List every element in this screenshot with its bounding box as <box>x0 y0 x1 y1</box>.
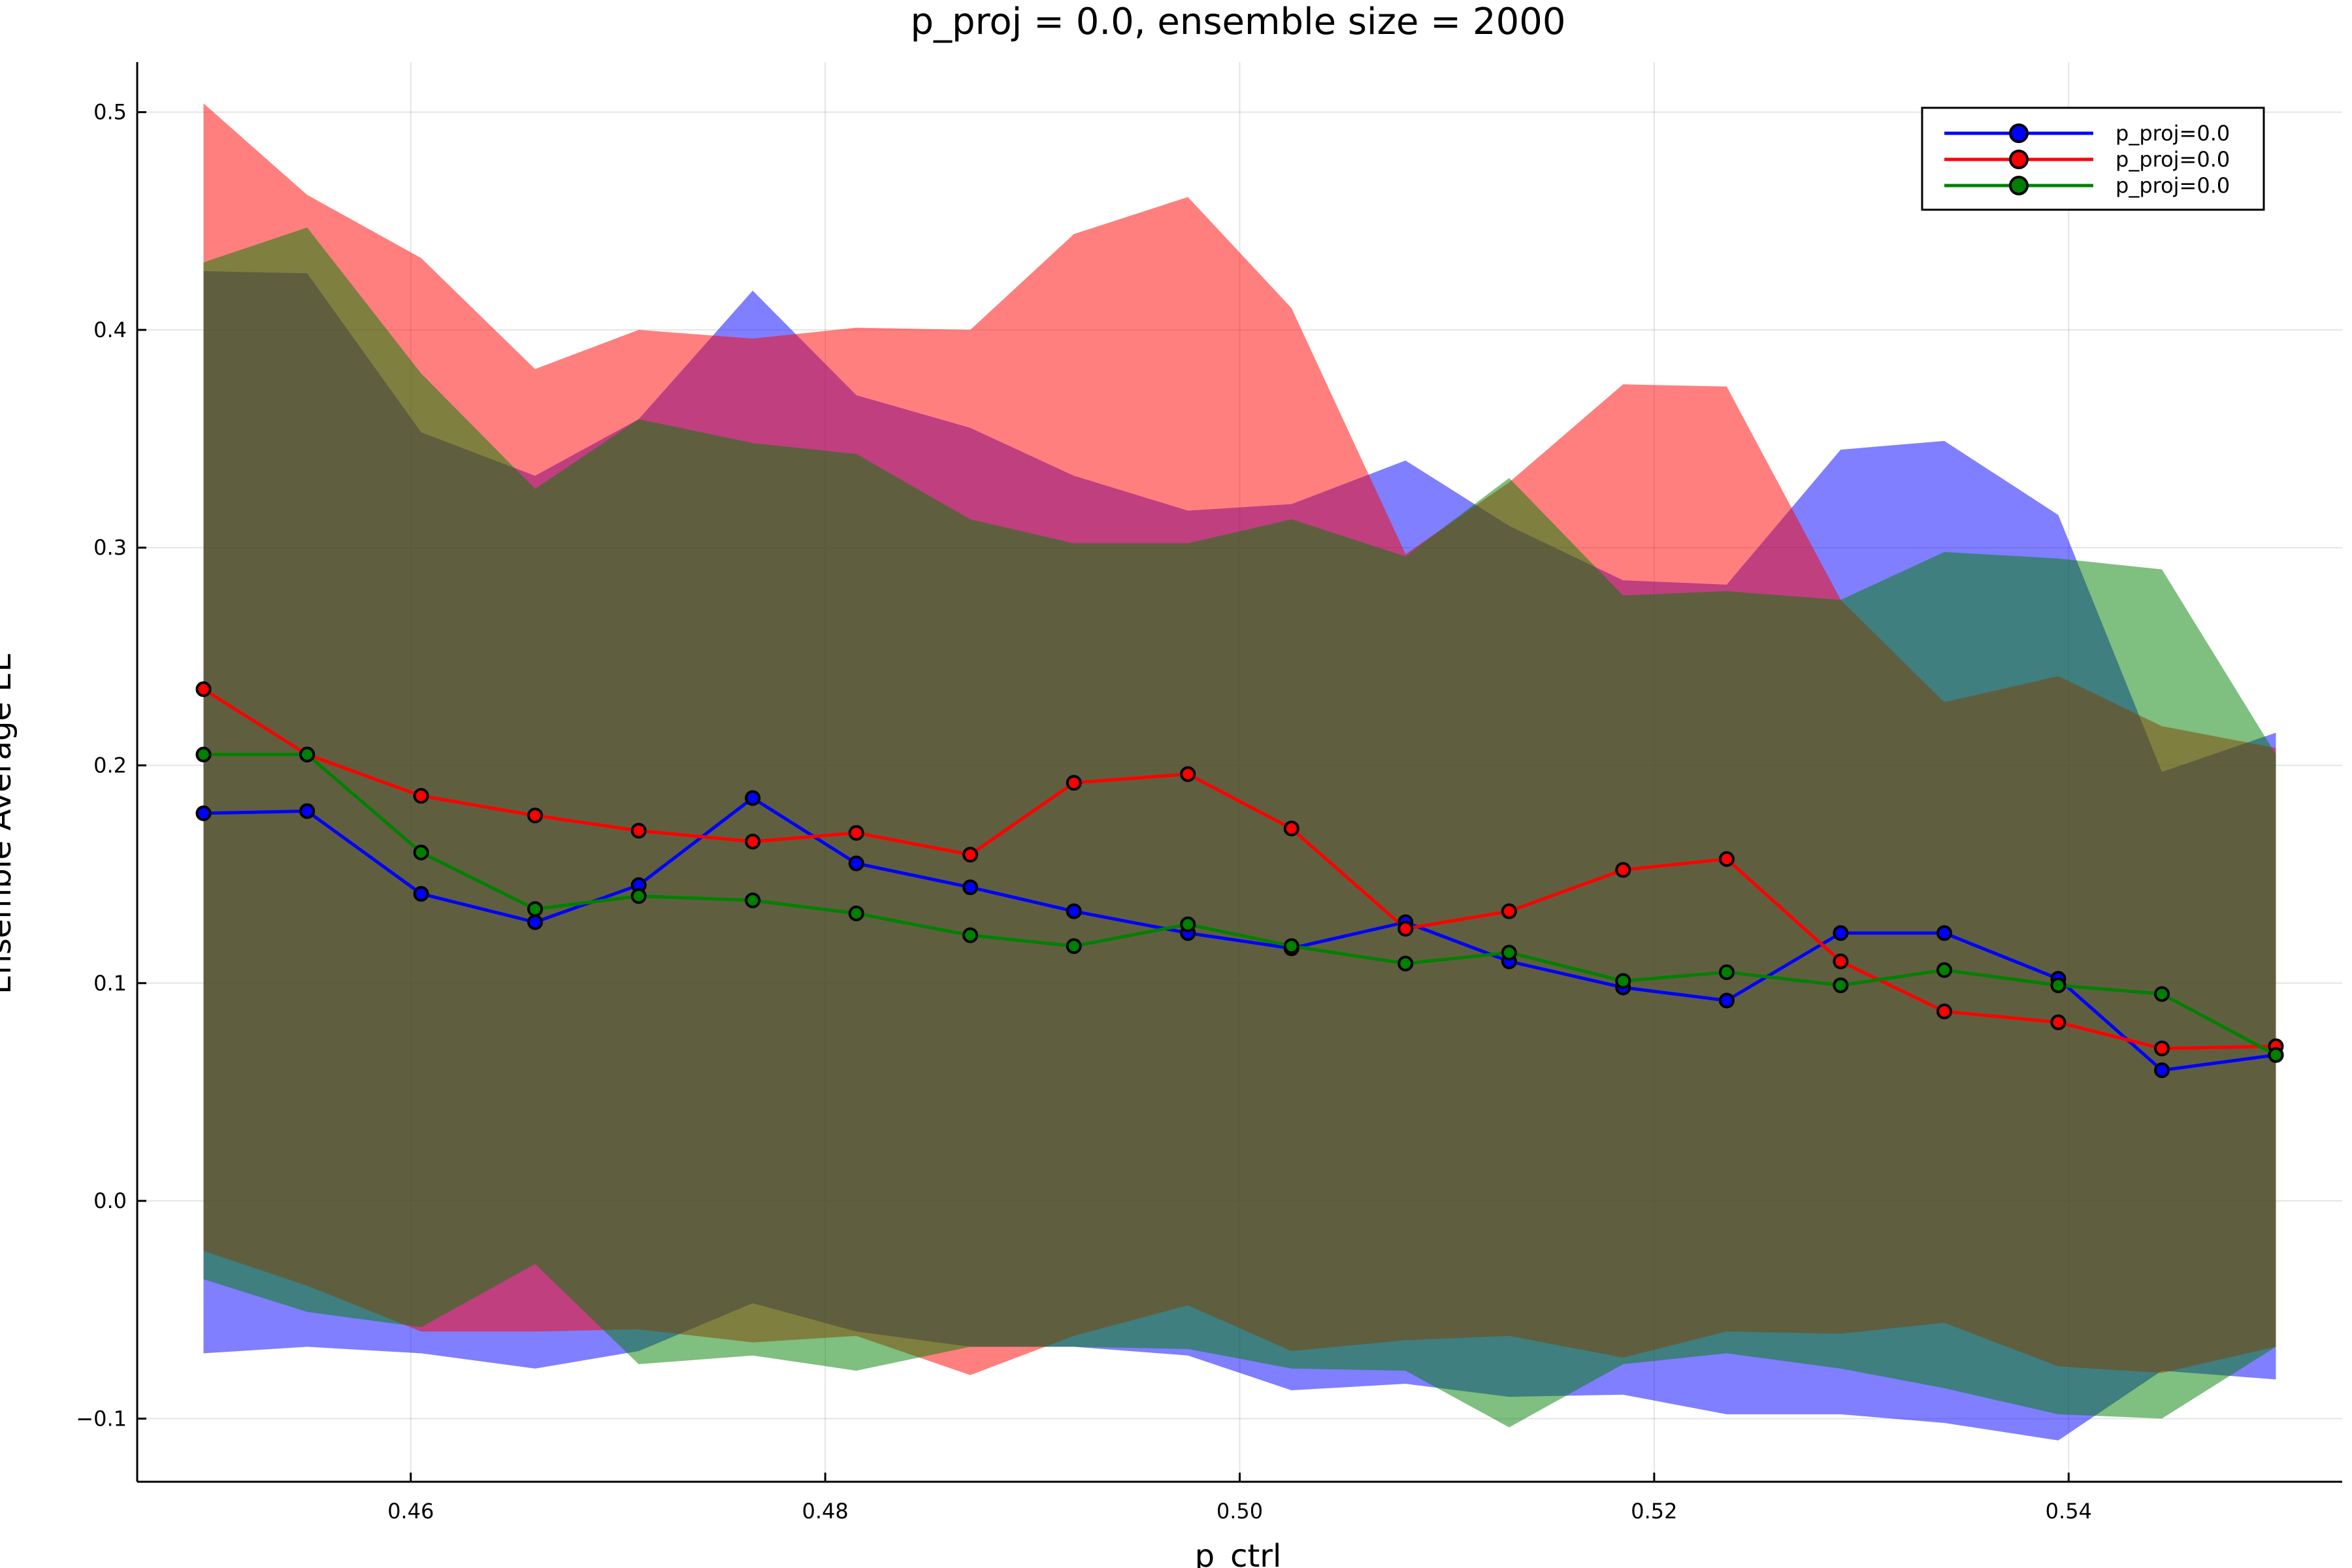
point-series-3 <box>1180 916 1196 932</box>
x-tick-label: 0.46 <box>387 1499 434 1524</box>
x-axis-label: p_ctrl <box>1195 1538 1282 1568</box>
point-series-2 <box>1283 821 1299 837</box>
point-series-2 <box>1066 775 1082 791</box>
point-series-1 <box>745 790 761 806</box>
line-series-3 <box>203 753 2277 1057</box>
point-series-3 <box>2050 977 2066 994</box>
legend: p_proj=0.0p_proj=0.0p_proj=0.0 <box>1921 106 2265 211</box>
point-series-2 <box>413 788 429 804</box>
point-series-2 <box>1397 921 1414 937</box>
point-series-3 <box>195 746 212 762</box>
y-tick-label: 0.3 <box>93 535 127 560</box>
point-series-2 <box>1718 851 1735 867</box>
y-tick-label: 0.4 <box>93 318 127 342</box>
point-series-3 <box>527 901 544 917</box>
point-series-2 <box>848 825 864 841</box>
point-series-1 <box>527 914 544 930</box>
point-series-3 <box>413 844 429 860</box>
x-tick-label: 0.50 <box>1217 1499 1263 1524</box>
y-tick-label: −0.1 <box>76 1406 127 1431</box>
y-tick-label: 0.2 <box>93 753 127 778</box>
point-series-3 <box>299 746 316 762</box>
point-series-1 <box>299 803 316 819</box>
point-series-3 <box>2268 1047 2284 1063</box>
legend-marker-3 <box>2009 176 2029 195</box>
y-tick-label: 0.5 <box>93 100 127 125</box>
point-series-3 <box>2154 986 2170 1002</box>
point-series-3 <box>1718 964 1735 981</box>
point-series-1 <box>1936 925 1952 941</box>
point-series-1 <box>195 805 212 821</box>
point-series-1 <box>2154 1062 2170 1079</box>
confidence-bands <box>203 103 2276 1441</box>
line-series-2 <box>203 687 2276 1051</box>
legend-entry-1: p_proj=0.0 <box>2115 121 2230 146</box>
point-series-3 <box>1397 955 1414 972</box>
legend-entry-2: p_proj=0.0 <box>2115 147 2230 172</box>
point-series-2 <box>2154 1040 2170 1056</box>
y-axis-label: Ensemble Average EE <box>0 652 18 994</box>
x-tick-label: 0.52 <box>1631 1499 1677 1524</box>
point-series-1 <box>1718 992 1735 1009</box>
series-markers <box>195 681 2284 1079</box>
legend-marker-1 <box>2009 123 2029 143</box>
band-series-3 <box>203 227 2276 1428</box>
point-series-3 <box>1283 938 1299 955</box>
point-series-3 <box>1501 945 1517 961</box>
point-series-3 <box>848 906 864 922</box>
point-series-3 <box>1615 973 1631 989</box>
point-series-2 <box>195 681 212 697</box>
tick-labels: 0.46 0.48 0.50 0.52 0.54 −0.1 0.0 0.1 0.2 0.3 0.4 0… <box>76 100 2092 1524</box>
point-series-3 <box>630 888 647 904</box>
legend-entry-3: p_proj=0.0 <box>2115 173 2230 198</box>
x-tick-label: 0.54 <box>2046 1499 2092 1524</box>
y-tick-label: 0.1 <box>93 971 127 996</box>
point-series-1 <box>962 879 979 896</box>
line-series-1 <box>203 796 2276 1072</box>
point-series-2 <box>1501 903 1517 919</box>
y-tick-label: 0.0 <box>93 1188 127 1213</box>
point-series-1 <box>1833 925 1849 941</box>
point-series-1 <box>413 886 429 902</box>
point-series-3 <box>962 927 979 943</box>
point-series-2 <box>1936 1004 1952 1020</box>
point-series-2 <box>630 823 647 839</box>
point-series-1 <box>1066 903 1082 919</box>
point-series-3 <box>1833 977 1849 994</box>
axes <box>136 62 2342 1483</box>
x-tick-label: 0.48 <box>802 1499 848 1524</box>
point-series-3 <box>1066 938 1082 955</box>
series-lines <box>203 687 2277 1072</box>
point-series-1 <box>848 855 864 872</box>
point-series-3 <box>745 892 761 909</box>
legend-marker-2 <box>2009 150 2029 169</box>
point-series-2 <box>962 847 979 863</box>
chart-title: p_proj = 0.0, ensemble size = 2000 <box>911 1 1566 43</box>
point-series-2 <box>745 834 761 850</box>
point-series-2 <box>527 808 544 824</box>
point-series-2 <box>1615 862 1631 878</box>
point-series-2 <box>2050 1014 2066 1030</box>
point-series-2 <box>1180 766 1196 782</box>
point-series-3 <box>1936 962 1952 978</box>
point-series-2 <box>1833 953 1849 970</box>
